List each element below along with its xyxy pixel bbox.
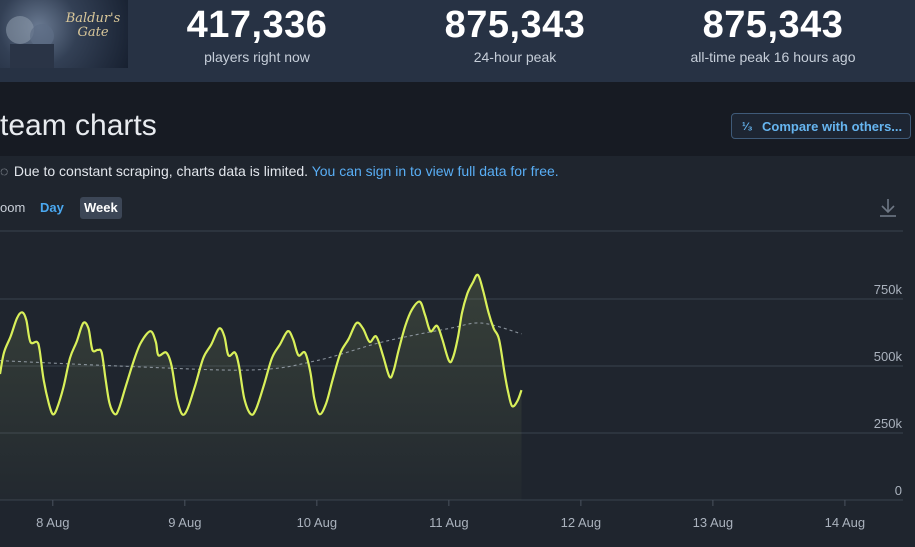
y-tick-label-0: 0: [895, 483, 902, 498]
x-tick-label-3: 11 Aug: [429, 515, 469, 530]
scraping-notice: ◌ Due to constant scraping, charts data …: [0, 162, 559, 180]
stat-current-players: 417,336 players right now: [147, 4, 367, 67]
y-tick-label-3: 750k: [874, 282, 903, 297]
compare-button[interactable]: ¹⁄₃ Compare with others...: [731, 113, 911, 139]
y-tick-label-2: 500k: [874, 349, 903, 364]
x-tick-label-2: 10 Aug: [297, 515, 338, 530]
zoom-week-button[interactable]: Week: [80, 197, 122, 219]
sign-in-link[interactable]: You can sign in to view full data for fr…: [311, 163, 559, 179]
stat-all-time-peak: 875,343 all-time peak 16 hours ago: [663, 4, 883, 67]
spinner-icon: ◌: [0, 163, 9, 179]
zoom-label: oom: [0, 200, 26, 215]
compare-button-label: Compare with others...: [762, 119, 903, 134]
game-thumbnail[interactable]: Baldur's Gate: [0, 0, 128, 68]
x-tick-label-5: 13 Aug: [693, 515, 734, 530]
download-icon[interactable]: [878, 197, 898, 219]
game-thumbnail-art: [6, 16, 54, 68]
stat-24h-peak: 875,343 24-hour peak: [405, 4, 625, 67]
x-tick-label-4: 12 Aug: [561, 515, 602, 530]
fraction-icon: ¹⁄₃: [742, 121, 753, 133]
x-tick-label-1: 9 Aug: [168, 515, 201, 530]
stat-current-value: 417,336: [186, 4, 328, 46]
stat-current-label: players right now: [204, 49, 310, 65]
game-logo: Baldur's Gate: [65, 11, 121, 40]
zoom-day-button[interactable]: Day: [40, 200, 64, 215]
x-tick-label-0: 8 Aug: [36, 515, 69, 530]
y-tick-label-1: 250k: [874, 416, 903, 431]
players-line: [0, 273, 523, 416]
x-tick-label-6: 14 Aug: [825, 515, 866, 530]
average-line: [0, 322, 522, 371]
stats-header: Baldur's Gate 417,336 players right now …: [0, 0, 915, 82]
stat-24h-value: 875,343: [444, 4, 586, 46]
players-area-fill: [0, 274, 522, 500]
notice-text: Due to constant scraping, charts data is…: [13, 163, 309, 179]
page-title: team charts: [0, 109, 157, 142]
stat-24h-label: 24-hour peak: [473, 49, 557, 65]
stat-all-time-value: 875,343: [702, 4, 844, 46]
stat-all-time-label: all-time peak 16 hours ago: [690, 49, 856, 65]
